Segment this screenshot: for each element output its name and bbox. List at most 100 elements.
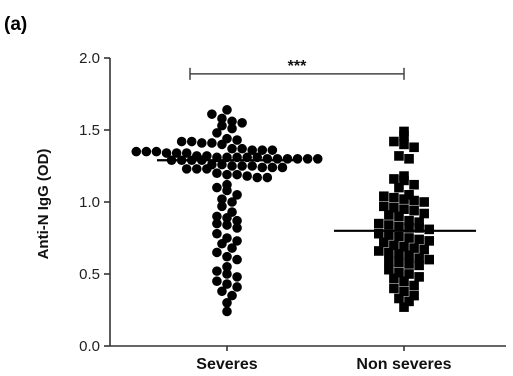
data-point-severe xyxy=(217,159,227,170)
data-point-severe xyxy=(212,168,222,178)
data-point-severe xyxy=(282,154,293,164)
data-point-severe xyxy=(186,136,197,147)
data-point-severe xyxy=(222,262,232,272)
y-tick-label: 1.5 xyxy=(79,122,100,139)
data-point-non-severe xyxy=(399,130,409,141)
data-point-severe xyxy=(227,123,237,134)
data-point-severe xyxy=(237,143,247,154)
data-point-severe xyxy=(312,154,323,164)
data-point-severe xyxy=(232,272,242,282)
significance-bracket: *** xyxy=(189,58,405,80)
data-point-severe xyxy=(212,211,222,222)
data-point-non-severe xyxy=(374,218,384,229)
data-point-severe xyxy=(131,146,142,157)
data-point-severe xyxy=(217,201,227,212)
data-point-non-severe xyxy=(384,220,394,230)
data-point-severe xyxy=(212,228,222,239)
data-point-severe xyxy=(197,138,207,148)
data-point-non-severe xyxy=(389,273,399,284)
data-point-non-severe xyxy=(419,197,429,207)
data-point-severe xyxy=(227,143,237,154)
data-point-severe xyxy=(222,306,232,317)
data-point-severe xyxy=(232,190,242,200)
data-point-non-severe xyxy=(374,228,384,239)
data-point-severe xyxy=(217,113,227,124)
data-point-severe xyxy=(222,279,232,289)
data-point-severe xyxy=(217,194,227,204)
data-point-non-severe xyxy=(424,254,434,265)
data-point-non-severe xyxy=(409,290,419,301)
data-point-non-severe xyxy=(394,257,404,268)
y-axis: 0.0 0.5 1.0 1.5 2.0 xyxy=(79,50,111,355)
data-point-non-severe xyxy=(409,205,419,216)
data-points xyxy=(131,105,434,317)
data-point-non-severe xyxy=(384,210,394,220)
data-point-non-severe xyxy=(389,174,399,184)
data-point-severe xyxy=(217,120,227,131)
data-point-severe xyxy=(267,145,278,155)
data-point-non-severe xyxy=(389,283,399,294)
data-point-severe xyxy=(212,266,222,276)
y-axis-title: Anti-N IgG (OD) xyxy=(35,149,52,260)
data-point-non-severe xyxy=(394,221,404,232)
data-point-non-severe xyxy=(409,280,419,291)
data-point-non-severe xyxy=(424,224,434,235)
data-point-non-severe xyxy=(404,250,414,261)
data-point-non-severe xyxy=(414,223,424,233)
data-point-non-severe xyxy=(394,151,404,161)
data-point-severe xyxy=(257,145,268,155)
data-point-non-severe xyxy=(379,201,389,212)
data-point-severe xyxy=(202,164,212,174)
data-point-severe xyxy=(222,105,232,115)
data-point-severe xyxy=(302,154,313,164)
data-point-severe xyxy=(207,109,217,119)
data-point-non-severe xyxy=(414,217,424,227)
data-point-severe xyxy=(227,290,237,301)
data-point-non-severe xyxy=(399,175,409,186)
data-point-severe xyxy=(212,218,222,229)
data-point-non-severe xyxy=(399,241,409,252)
data-point-severe xyxy=(232,169,242,180)
data-point-non-severe xyxy=(404,296,414,307)
data-point-severe xyxy=(171,148,182,158)
y-tick-label: 2.0 xyxy=(79,50,100,67)
data-point-non-severe xyxy=(379,237,389,248)
data-point-severe xyxy=(232,135,242,145)
data-point-severe xyxy=(227,243,237,253)
data-point-non-severe xyxy=(399,194,409,204)
data-point-non-severe xyxy=(409,179,419,190)
data-point-severe xyxy=(176,136,187,147)
data-point-non-severe xyxy=(389,136,399,147)
data-point-non-severe xyxy=(409,243,419,253)
data-point-severe xyxy=(247,161,257,171)
data-point-non-severe xyxy=(394,182,404,193)
data-point-severe xyxy=(232,223,242,233)
y-tick-label: 0.5 xyxy=(79,266,100,283)
data-point-severe xyxy=(252,172,263,183)
data-point-severe xyxy=(222,169,232,180)
data-point-non-severe xyxy=(404,190,414,200)
data-point-severe xyxy=(292,154,303,164)
data-point-severe xyxy=(222,298,232,308)
data-point-non-severe xyxy=(404,215,414,226)
data-point-non-severe xyxy=(389,202,399,213)
data-point-non-severe xyxy=(394,211,404,222)
data-point-severe xyxy=(232,282,242,292)
data-point-severe xyxy=(212,247,222,258)
data-point-non-severe xyxy=(414,253,424,263)
panel-label: (a) xyxy=(4,14,27,35)
data-point-severe xyxy=(232,236,242,246)
data-point-non-severe xyxy=(414,234,424,245)
data-point-non-severe xyxy=(379,191,389,202)
data-point-severe xyxy=(217,139,227,150)
data-point-severe xyxy=(222,251,232,262)
data-point-severe xyxy=(277,162,288,173)
y-tick-label: 1.0 xyxy=(79,194,100,211)
median-lines xyxy=(157,159,476,232)
data-point-severe xyxy=(212,128,222,138)
data-point-severe xyxy=(247,145,257,155)
data-point-severe xyxy=(272,154,283,164)
data-point-non-severe xyxy=(404,233,414,243)
data-point-non-severe xyxy=(384,264,394,275)
data-point-severe xyxy=(141,146,152,157)
